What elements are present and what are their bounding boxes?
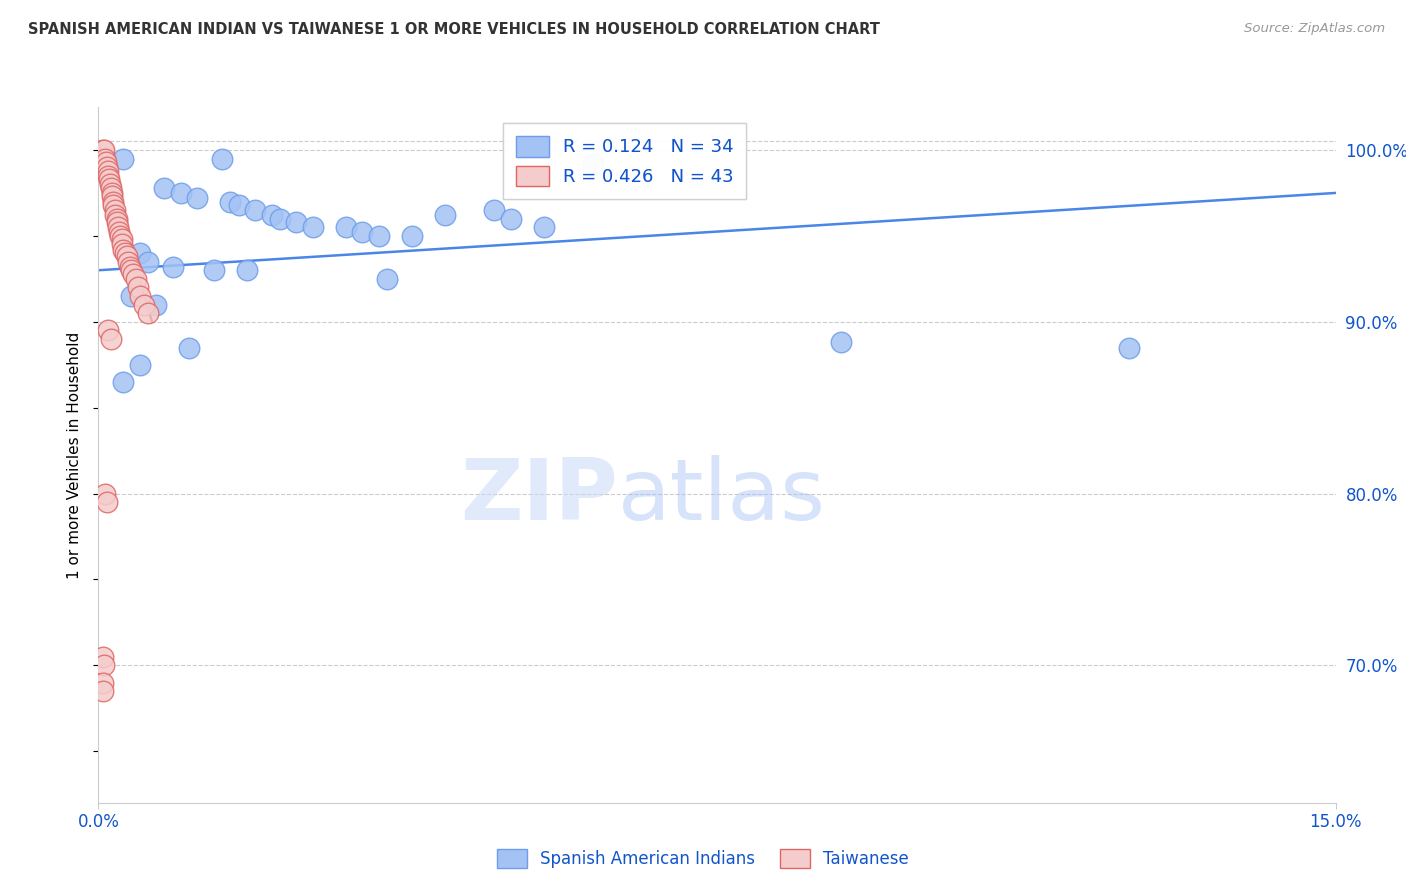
Point xyxy=(93,684,115,698)
Point xyxy=(285,215,308,229)
Point xyxy=(100,181,122,195)
Point xyxy=(93,658,115,673)
Text: Source: ZipAtlas.com: Source: ZipAtlas.com xyxy=(1244,22,1385,36)
Point xyxy=(170,186,193,200)
Point xyxy=(97,169,120,183)
Point xyxy=(219,194,242,209)
Point xyxy=(179,341,201,355)
Point xyxy=(202,263,225,277)
Point xyxy=(122,267,145,281)
Point xyxy=(96,495,118,509)
Point xyxy=(269,211,291,226)
Point xyxy=(104,208,127,222)
Point xyxy=(236,263,259,277)
Point xyxy=(145,297,167,311)
Point xyxy=(120,263,142,277)
Legend: Spanish American Indians, Taiwanese: Spanish American Indians, Taiwanese xyxy=(491,842,915,875)
Text: SPANISH AMERICAN INDIAN VS TAIWANESE 1 OR MORE VEHICLES IN HOUSEHOLD CORRELATION: SPANISH AMERICAN INDIAN VS TAIWANESE 1 O… xyxy=(28,22,880,37)
Point xyxy=(243,203,266,218)
Point xyxy=(132,297,155,311)
Point xyxy=(162,260,184,274)
Point xyxy=(91,649,114,664)
Point xyxy=(103,198,125,212)
Point xyxy=(136,306,159,320)
Point xyxy=(352,226,374,240)
Point xyxy=(94,486,117,500)
Point xyxy=(94,155,117,169)
Point xyxy=(120,289,142,303)
Point xyxy=(401,228,423,243)
Point xyxy=(117,254,139,268)
Point xyxy=(97,163,120,178)
Point xyxy=(97,323,120,337)
Point xyxy=(533,220,555,235)
Point xyxy=(211,152,233,166)
Point xyxy=(118,260,141,274)
Point xyxy=(433,208,456,222)
Text: atlas: atlas xyxy=(619,455,827,538)
Text: ZIP: ZIP xyxy=(460,455,619,538)
Point xyxy=(128,289,150,303)
Point xyxy=(100,332,122,346)
Point xyxy=(260,208,283,222)
Point xyxy=(499,211,522,226)
Point xyxy=(114,246,136,260)
Point xyxy=(105,215,128,229)
Point xyxy=(124,272,146,286)
Point xyxy=(108,226,131,240)
Point xyxy=(117,250,139,264)
Point xyxy=(100,189,122,203)
Point xyxy=(128,358,150,372)
Y-axis label: 1 or more Vehicles in Household: 1 or more Vehicles in Household xyxy=(67,331,83,579)
Point xyxy=(98,172,121,186)
Point xyxy=(228,198,250,212)
Point xyxy=(127,280,149,294)
Point xyxy=(484,203,506,218)
Point xyxy=(153,181,176,195)
Point xyxy=(302,220,325,235)
Point xyxy=(112,152,135,166)
Point xyxy=(110,237,132,252)
Point xyxy=(104,203,127,218)
Point xyxy=(100,186,122,200)
Point xyxy=(136,254,159,268)
Point xyxy=(1118,341,1140,355)
Legend: R = 0.124   N = 34, R = 0.426   N = 43: R = 0.124 N = 34, R = 0.426 N = 43 xyxy=(503,123,747,199)
Point xyxy=(103,194,125,209)
Point xyxy=(186,191,208,205)
Point xyxy=(367,228,389,243)
Point xyxy=(128,246,150,260)
Point xyxy=(91,143,114,157)
Point xyxy=(91,675,114,690)
Point xyxy=(108,228,131,243)
Point xyxy=(375,272,398,286)
Point xyxy=(112,243,135,257)
Point xyxy=(105,211,128,226)
Point xyxy=(93,143,115,157)
Point xyxy=(107,220,129,235)
Point xyxy=(110,232,132,246)
Point xyxy=(335,220,357,235)
Point xyxy=(98,178,121,192)
Point xyxy=(96,160,118,174)
Point xyxy=(112,375,135,389)
Point xyxy=(94,152,117,166)
Point xyxy=(830,335,852,350)
Point xyxy=(582,157,605,171)
